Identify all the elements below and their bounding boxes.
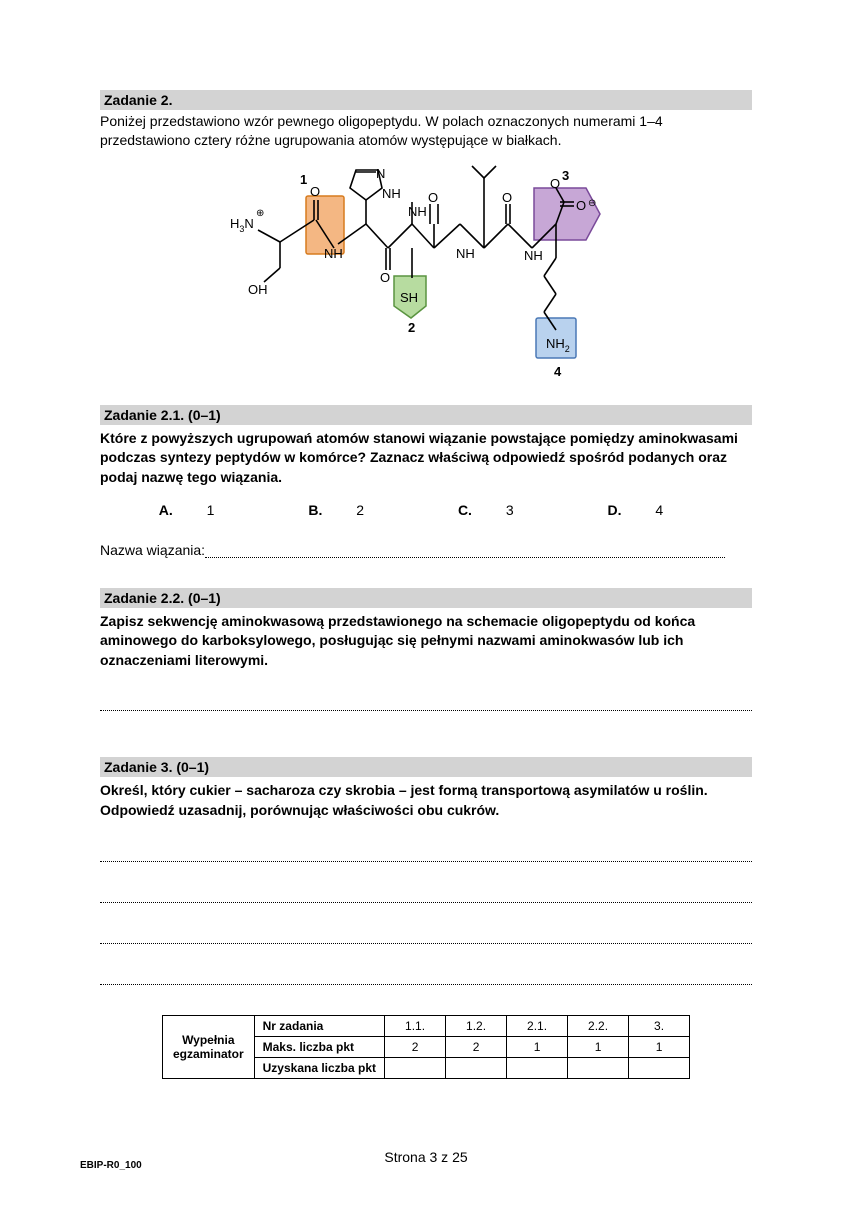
diagram-label-3: 3: [562, 168, 569, 183]
option-c[interactable]: C. 3: [458, 502, 544, 518]
task22-header: Zadanie 2.2. (0–1): [100, 588, 752, 608]
svg-text:SH: SH: [400, 290, 418, 305]
task3-line-3[interactable]: [100, 929, 752, 944]
examiner-label: Wypełniaegzaminator: [162, 1015, 254, 1078]
svg-text:H3N: H3N: [230, 216, 254, 234]
task3-line-4[interactable]: [100, 970, 752, 985]
svg-text:OH: OH: [248, 282, 268, 297]
row-nr-label: Nr zadania: [254, 1015, 384, 1036]
diagram-label-1: 1: [300, 172, 307, 187]
exam-page: Zadanie 2. Poniżej przedstawiono wzór pe…: [0, 0, 852, 1205]
col-4: 2.2.: [568, 1015, 629, 1036]
got-4[interactable]: [568, 1057, 629, 1078]
got-2[interactable]: [446, 1057, 507, 1078]
task3-line-1[interactable]: [100, 847, 752, 862]
max-2: 2: [446, 1036, 507, 1057]
task3-line-2[interactable]: [100, 888, 752, 903]
svg-text:NH: NH: [324, 246, 343, 261]
diagram-label-4: 4: [554, 364, 562, 379]
doc-code: EBIP-R0_100: [80, 1160, 142, 1171]
option-a[interactable]: A. 1: [159, 502, 245, 518]
col-3: 2.1.: [507, 1015, 568, 1036]
got-1[interactable]: [385, 1057, 446, 1078]
task21-header: Zadanie 2.1. (0–1): [100, 405, 752, 425]
max-4: 1: [568, 1036, 629, 1057]
col-1: 1.1.: [385, 1015, 446, 1036]
option-b[interactable]: B. 2: [308, 502, 394, 518]
svg-text:O: O: [428, 190, 438, 205]
svg-text:NH: NH: [408, 204, 427, 219]
task21-options: A. 1 B. 2 C. 3 D. 4: [100, 502, 752, 518]
answer-label: Nazwa wiązania:: [100, 542, 205, 558]
oligopeptide-diagram: H3N ⊕ OH O NH N NH O NH O NH O NH O O ⊖ …: [100, 158, 752, 391]
task3-question: Określ, który cukier – sacharoza czy skr…: [100, 781, 752, 820]
col-2: 1.2.: [446, 1015, 507, 1036]
svg-text:O: O: [380, 270, 390, 285]
task21-question: Które z powyższych ugrupowań atomów stan…: [100, 429, 752, 488]
svg-text:O: O: [502, 190, 512, 205]
max-5: 1: [629, 1036, 690, 1057]
task21-answer-line: Nazwa wiązania:: [100, 542, 752, 558]
row-got-label: Uzyskana liczba pkt: [254, 1057, 384, 1078]
option-d[interactable]: D. 4: [608, 502, 694, 518]
svg-text:⊖: ⊖: [588, 198, 596, 209]
task3-header: Zadanie 3. (0–1): [100, 757, 752, 777]
svg-text:⊕: ⊕: [256, 208, 264, 219]
task22-question: Zapisz sekwencję aminokwasową przedstawi…: [100, 612, 752, 671]
answer-fill[interactable]: [205, 545, 725, 558]
task2-header: Zadanie 2.: [100, 90, 752, 110]
svg-text:N: N: [376, 166, 385, 181]
col-5: 3.: [629, 1015, 690, 1036]
row-max-label: Maks. liczba pkt: [254, 1036, 384, 1057]
table-row: Wypełniaegzaminator Nr zadania 1.1. 1.2.…: [162, 1015, 689, 1036]
svg-text:O: O: [550, 176, 560, 191]
svg-text:NH: NH: [524, 248, 543, 263]
max-1: 2: [385, 1036, 446, 1057]
max-3: 1: [507, 1036, 568, 1057]
task2-intro: Poniżej przedstawiono wzór pewnego oligo…: [100, 112, 752, 150]
scoring-table: Wypełniaegzaminator Nr zadania 1.1. 1.2.…: [162, 1015, 690, 1079]
got-5[interactable]: [629, 1057, 690, 1078]
svg-text:NH: NH: [456, 246, 475, 261]
diagram-label-2: 2: [408, 320, 415, 335]
svg-text:NH: NH: [382, 186, 401, 201]
got-3[interactable]: [507, 1057, 568, 1078]
task22-line-1[interactable]: [100, 696, 752, 711]
svg-text:O: O: [310, 184, 320, 199]
svg-text:O: O: [576, 198, 586, 213]
